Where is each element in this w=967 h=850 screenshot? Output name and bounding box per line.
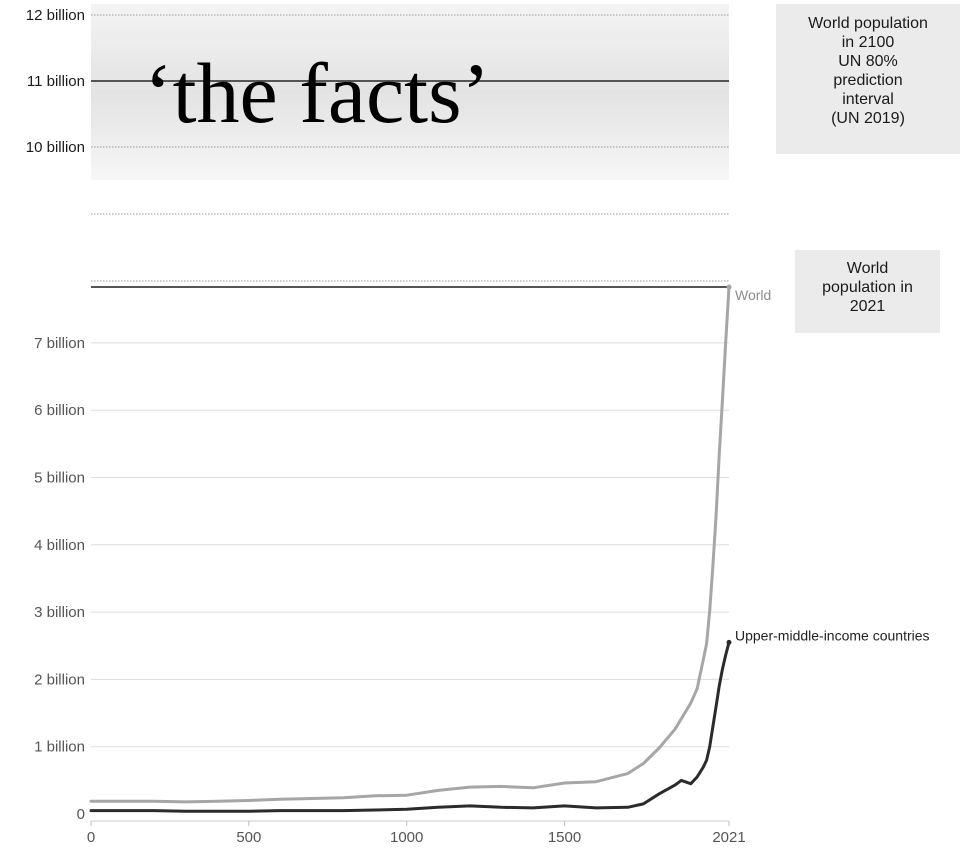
x-tick-0: 0: [87, 829, 95, 846]
y-tick-6: 6 billion: [34, 402, 85, 419]
y-tick-upper-0: 10 billion: [26, 139, 85, 156]
y-tick-2: 2 billion: [34, 671, 85, 688]
x-tick-4: 2021: [712, 829, 745, 846]
series-line-1: [89, 640, 731, 813]
prediction-interval-band: [91, 4, 729, 180]
y-tick-upper-2: 12 billion: [26, 7, 85, 24]
series-line-0: [89, 285, 731, 804]
x-tick-labels: 0 500 1000 1500 2021: [87, 821, 746, 846]
y-tick-labels: 10 billion 11 billion 12 billion 0 1 billion…: [26, 7, 85, 823]
y-tick-4: 4 billion: [34, 537, 85, 554]
annotation-2021-population: World population in 2021: [795, 250, 940, 333]
y-tick-1: 1 billion: [34, 739, 85, 756]
y-tick-0: 0: [77, 806, 85, 823]
series-end-marker-1: [726, 639, 732, 645]
prediction-interval-rect: [91, 4, 729, 180]
headline: ‘the facts’: [144, 45, 490, 141]
reference-lines: [91, 80, 729, 288]
x-tick-2: 1000: [390, 829, 423, 846]
series-label-world: World: [735, 287, 771, 303]
annotation-2100-prediction: World population in 2100 UN 80% predicti…: [776, 4, 960, 154]
series-labels: World Upper-middle-income countries: [735, 287, 930, 643]
y-tick-7: 7 billion: [34, 335, 85, 352]
y-tick-upper-1: 11 billion: [27, 73, 85, 90]
y-tick-5: 5 billion: [34, 470, 85, 487]
series-end-marker-0: [726, 284, 732, 290]
x-tick-3: 1500: [548, 829, 581, 846]
series-lines: [89, 284, 732, 813]
x-tick-1: 500: [236, 829, 261, 846]
series-label-upper-middle: Upper-middle-income countries: [735, 627, 930, 643]
y-tick-3: 3 billion: [34, 604, 85, 621]
